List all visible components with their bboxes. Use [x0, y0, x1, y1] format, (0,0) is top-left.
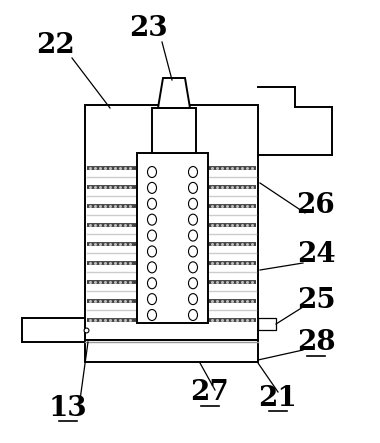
Ellipse shape [147, 183, 157, 194]
Ellipse shape [147, 198, 157, 209]
Ellipse shape [147, 262, 157, 273]
Ellipse shape [147, 310, 157, 320]
Bar [258, 318, 276, 330]
Text: 22: 22 [36, 31, 74, 58]
Ellipse shape [188, 167, 198, 178]
Ellipse shape [188, 310, 198, 320]
Text: 25: 25 [297, 287, 335, 314]
Ellipse shape [188, 262, 198, 273]
Ellipse shape [147, 278, 157, 289]
Ellipse shape [188, 183, 198, 194]
Bar [22, 318, 85, 342]
Polygon shape [158, 78, 190, 108]
Text: 28: 28 [297, 330, 335, 357]
Text: 26: 26 [297, 191, 336, 218]
Ellipse shape [188, 278, 198, 289]
Text: 23: 23 [129, 15, 167, 42]
Bar [152, 108, 196, 153]
Ellipse shape [188, 230, 198, 241]
Ellipse shape [188, 214, 198, 225]
Text: 13: 13 [49, 395, 87, 421]
Ellipse shape [147, 294, 157, 305]
Bar [85, 340, 258, 362]
Text: 24: 24 [297, 241, 335, 268]
Ellipse shape [188, 294, 198, 305]
Ellipse shape [147, 246, 157, 257]
Bar [137, 153, 208, 323]
Ellipse shape [188, 198, 198, 209]
Bar [85, 105, 258, 340]
Ellipse shape [147, 214, 157, 225]
Ellipse shape [188, 246, 198, 257]
Text: 21: 21 [259, 385, 298, 412]
Ellipse shape [147, 167, 157, 178]
Ellipse shape [147, 230, 157, 241]
Text: 27: 27 [191, 380, 230, 407]
